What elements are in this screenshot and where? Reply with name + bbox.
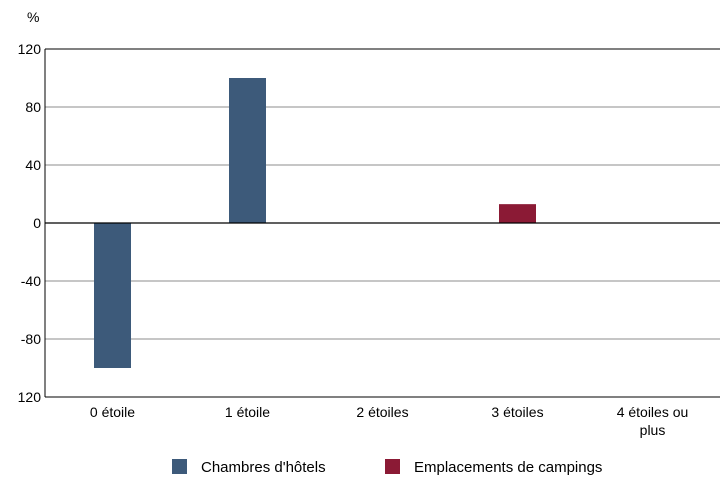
gridlines <box>45 106 720 340</box>
legend-label: Emplacements de campings <box>414 459 602 476</box>
bar <box>499 204 536 223</box>
x-category-label: 1 étoile <box>225 404 270 420</box>
x-axis-categories: 0 étoile 1 étoile 2 étoiles 3 étoiles 4 étoi… <box>90 404 688 438</box>
legend: Chambres d'hôtels Emplacements de camping… <box>172 459 602 476</box>
x-category-label: 0 étoile <box>90 404 135 420</box>
y-tick-label: 0 <box>33 215 41 231</box>
axes <box>44 48 720 398</box>
x-category-label: 3 étoiles <box>491 404 543 420</box>
bar <box>94 223 131 368</box>
y-tick-label: -40 <box>21 273 41 289</box>
x-category-label: 2 étoiles <box>356 404 408 420</box>
x-category-label: 4 étoiles ou plus <box>617 404 689 438</box>
y-unit-label: % <box>27 9 39 25</box>
bar <box>229 78 266 223</box>
y-axis-ticks: 120 80 40 0 -40 -80 120 <box>18 41 42 405</box>
bars <box>94 78 536 368</box>
legend-swatch <box>385 459 400 474</box>
y-tick-label: 120 <box>18 389 42 405</box>
y-tick-label: -80 <box>21 331 41 347</box>
legend-swatch <box>172 459 187 474</box>
legend-label: Chambres d'hôtels <box>201 459 326 476</box>
y-tick-label: 80 <box>25 99 41 115</box>
y-tick-label: 120 <box>18 41 42 57</box>
y-tick-label: 40 <box>25 157 41 173</box>
